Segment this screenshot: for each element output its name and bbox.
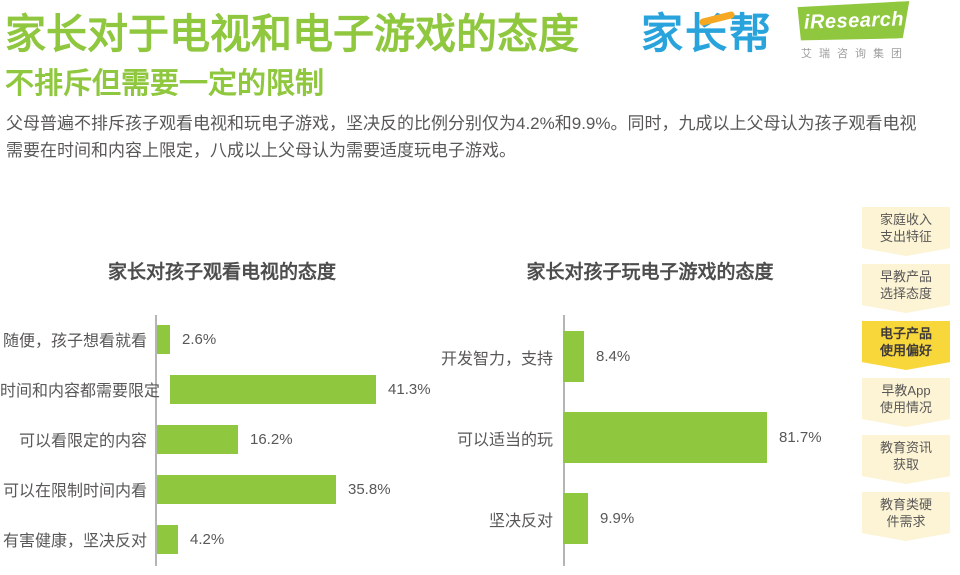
- game-bar: [563, 493, 588, 544]
- sidebar-tab-label-line2: 支出特征: [879, 229, 932, 244]
- game-attitude-chart: 开发智力，支持 8.4% 可以适当的玩 81.7% 坚决反对 9.9%: [440, 316, 900, 559]
- sidebar-tab-3-active[interactable]: 电子产品 使用偏好: [862, 321, 950, 370]
- iresearch-logo-subtitle: 艾瑞咨询集团: [801, 48, 909, 60]
- tv-bar-area: 4.2%: [157, 524, 445, 554]
- tv-category-label: 可以看限定的内容: [18, 433, 147, 450]
- tv-row: 时间和内容都需要限定 41.3%: [0, 364, 445, 414]
- section-nav: 家庭收入支出特征早教产品选择态度电子产品使用偏好早教App 使用情况教育资讯获取教…: [862, 207, 950, 549]
- game-bar: [563, 331, 584, 382]
- tv-value-label: 16.2%: [250, 430, 293, 448]
- game-bar-area: 9.9%: [563, 493, 900, 544]
- sidebar-tab-1[interactable]: 家庭收入 支出特征: [862, 207, 950, 256]
- tv-value-label: 2.6%: [182, 330, 217, 348]
- tv-row: 可以看限定的内容 16.2%: [0, 414, 445, 464]
- sidebar-tab-label-line2: 使用情况: [879, 400, 932, 415]
- game-category-label: 可以适当的玩: [456, 431, 553, 449]
- tv-category-label: 时间和内容都需要限定: [0, 383, 161, 400]
- sidebar-tab-label-line1: 早教产品: [879, 269, 932, 284]
- game-bar-area: 81.7%: [563, 412, 900, 463]
- tv-bar: [157, 474, 336, 504]
- game-row: 可以适当的玩 81.7%: [440, 397, 900, 478]
- game-category-label: 坚决反对: [488, 512, 553, 530]
- sidebar-tab-label-line2: 选择态度: [879, 286, 932, 301]
- summary-paragraph: 父母普遍不排斥孩子观看电视和玩电子游戏，坚决反的比例分别仅为4.2%和9.9%。…: [6, 114, 917, 160]
- tv-bar: [170, 374, 377, 404]
- tv-chart-title: 家长对孩子观看电视的态度: [107, 262, 336, 283]
- tv-attitude-chart: 随便，孩子想看就看 2.6% 时间和内容都需要限定 41.3% 可以看限定的内容 16.2…: [0, 314, 445, 564]
- sidebar-tab-label-line1: 早教App: [881, 383, 931, 398]
- tv-row: 有害健康，坚决反对 4.2%: [0, 514, 445, 564]
- tv-bar: [157, 324, 170, 354]
- tv-row: 可以在限制时间内看 35.8%: [0, 464, 445, 514]
- tv-bar-area: 16.2%: [157, 424, 445, 454]
- jiazhangbang-logo: 家长帮: [641, 0, 773, 61]
- sidebar-tab-4[interactable]: 早教App 使用情况: [862, 378, 950, 427]
- game-chart-title: 家长对孩子玩电子游戏的态度: [526, 262, 774, 283]
- game-category-label: 开发智力，支持: [440, 350, 553, 368]
- tv-category-label: 可以在限制时间内看: [2, 483, 147, 500]
- game-row: 开发智力，支持 8.4%: [440, 316, 900, 397]
- sidebar-tab-label-line2: 使用偏好: [879, 343, 932, 358]
- sidebar-tab-label-line2: 获取: [892, 457, 919, 472]
- tv-category-label: 有害健康，坚决反对: [2, 533, 147, 550]
- tv-bar-area: 41.3%: [170, 374, 445, 404]
- tv-value-label: 35.8%: [348, 480, 391, 498]
- sidebar-tab-2[interactable]: 早教产品 选择态度: [862, 264, 950, 313]
- tv-bar-area: 2.6%: [157, 324, 445, 354]
- sidebar-tab-label-line2: 件需求: [886, 514, 926, 529]
- sidebar-tab-label-line1: 教育资讯: [879, 440, 932, 455]
- page-title: 家长对于电视和电子游戏的态度: [5, 11, 579, 57]
- tv-bar-area: 35.8%: [157, 474, 445, 504]
- tv-value-label: 41.3%: [388, 380, 431, 398]
- tv-value-label: 4.2%: [190, 530, 225, 548]
- tv-chart-axis-line: [155, 315, 157, 566]
- tv-bar: [157, 524, 178, 554]
- sidebar-tab-6[interactable]: 教育类硬 件需求: [862, 492, 950, 541]
- page-subtitle: 不排斥但需要一定的限制: [5, 68, 325, 100]
- game-bar: [563, 412, 767, 463]
- iresearch-logo-text: iResearch: [803, 8, 905, 34]
- game-value-label: 8.4%: [596, 348, 631, 365]
- game-value-label: 81.7%: [779, 429, 822, 446]
- tv-bar: [157, 424, 238, 454]
- game-value-label: 9.9%: [600, 510, 635, 527]
- sidebar-tab-label-line1: 教育类硬: [879, 497, 932, 512]
- sidebar-tab-5[interactable]: 教育资讯 获取: [862, 435, 950, 484]
- sidebar-tab-label-line1: 电子产品: [879, 326, 932, 341]
- iresearch-logo: iResearch: [797, 1, 910, 42]
- tv-row: 随便，孩子想看就看 2.6%: [0, 314, 445, 364]
- game-bar-area: 8.4%: [563, 331, 900, 382]
- tv-category-label: 随便，孩子想看就看: [2, 333, 147, 350]
- sidebar-tab-label-line1: 家庭收入: [879, 212, 932, 227]
- game-row: 坚决反对 9.9%: [440, 478, 900, 559]
